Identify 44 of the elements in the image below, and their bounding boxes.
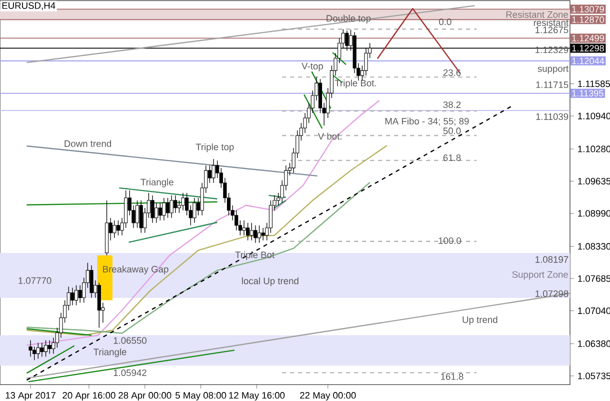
ref-line-label: 1.13079 [572,6,604,13]
annotation: 1.05942 [114,370,146,376]
annotation: 1.07770 [18,277,52,284]
annotation: Triangle [140,178,174,188]
annotation: 0.0 [439,18,452,26]
x-tick-label: 28 Apr 00:00 [118,392,172,401]
ref-line-label: 1.12044 [572,58,604,64]
x-tick-label: 22 May 00:00 [300,392,356,401]
annotation: 161.8 [441,373,464,380]
annotation: resistant [534,19,569,26]
annotation: Triple Bot [235,251,275,260]
annotation: 100.0 [438,238,462,244]
x-tick-label: 12 May 16:00 [229,392,285,401]
annotation: 1.11039 [536,114,568,120]
annotation: Triple top [196,144,234,152]
annotation: MA Fibo - 34; 55; 89 [385,118,469,126]
annotation: 1.06550 [114,337,146,344]
annotation: Triple Bot. [334,80,376,88]
annotation: 23.6 [443,70,461,76]
annotation: 1.12329 [536,46,568,54]
annotation: Up trend [462,316,498,326]
annotation: Down trend [64,140,112,148]
chart-title: EURUSD,H4 [2,2,56,10]
annotation: 61.8 [443,154,461,162]
band-label: Support Zone [512,271,568,280]
annotation: V-top [302,63,323,72]
x-tick-label: 5 May 08:00 [176,392,226,401]
ref-line-label: 1.12499 [572,35,604,42]
x-tick-label: 20 Apr 16:00 [62,392,116,401]
band-label: Resistant Zone [506,11,568,18]
annotation: 1.08197 [536,256,568,263]
x-tick-label: 13 Apr 2017 [6,392,56,401]
annotation: Triangle [94,348,126,358]
annotation: 50.0 [443,128,461,134]
y-tick-label: 1.11585 [578,80,610,88]
ref-line-label: 1.12298 [572,45,604,52]
annotation: 1.12675 [536,26,568,34]
annotation: 1.07298 [536,290,568,298]
annotation: support [538,66,569,74]
annotation: 1.11715 [536,82,568,88]
ref-line-label: 1.11395 [572,90,604,97]
annotation: local Up trend [242,278,298,286]
ref-line-label: 1.12870 [572,16,604,24]
annotation: 38.2 [443,102,461,108]
